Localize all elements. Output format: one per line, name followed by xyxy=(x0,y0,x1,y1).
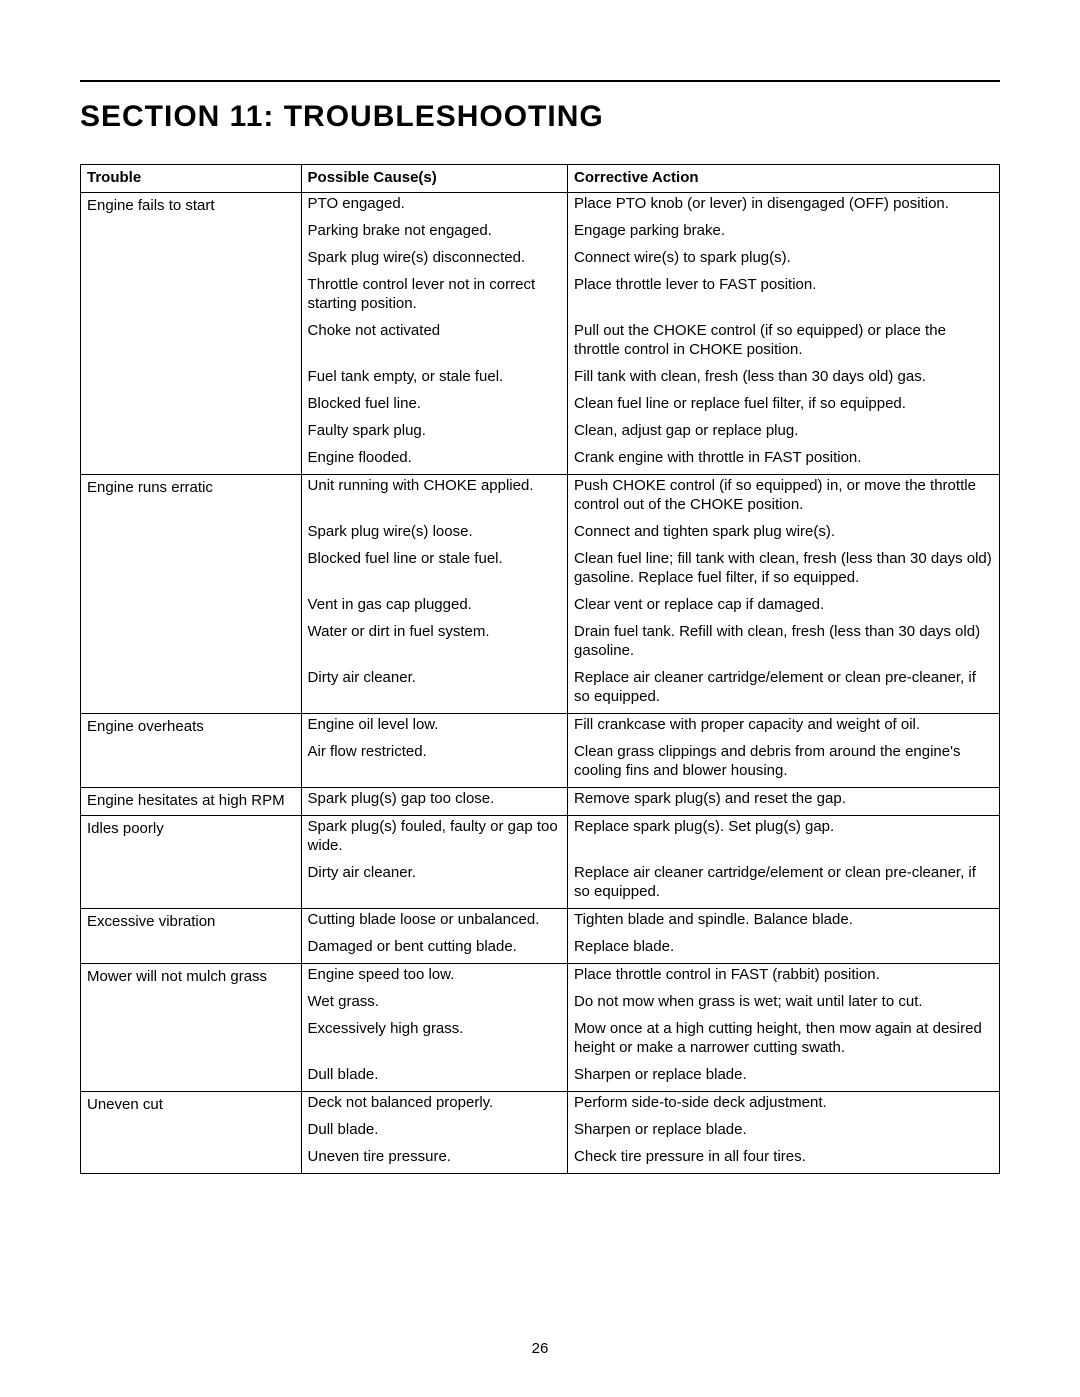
trouble-cell: Engine fails to start xyxy=(81,192,302,474)
action-text: Check tire pressure in all four tires. xyxy=(568,1146,999,1173)
action-text: Do not mow when grass is wet; wait until… xyxy=(568,991,999,1018)
action-text: Clean, adjust gap or replace plug. xyxy=(568,420,999,447)
action-text: Fill crankcase with proper capacity and … xyxy=(568,714,999,741)
action-cell: Place throttle control in FAST (rabbit) … xyxy=(568,963,1000,1091)
action-text: Connect and tighten spark plug wire(s). xyxy=(568,521,999,548)
cause-text: Dirty air cleaner. xyxy=(302,862,568,908)
action-text: Crank engine with throttle in FAST posit… xyxy=(568,447,999,474)
action-text: Perform side-to-side deck adjustment. xyxy=(568,1092,999,1119)
table-row: Engine runs erraticUnit running with CHO… xyxy=(81,474,1000,713)
table-row: Idles poorlySpark plug(s) fouled, faulty… xyxy=(81,815,1000,908)
page-number: 26 xyxy=(0,1340,1080,1357)
action-text: Clean grass clippings and debris from ar… xyxy=(568,741,999,787)
header-trouble: Trouble xyxy=(81,165,302,193)
cause-text: Dull blade. xyxy=(302,1119,568,1146)
action-text: Fill tank with clean, fresh (less than 3… xyxy=(568,366,999,393)
table-row: Excessive vibrationCutting blade loose o… xyxy=(81,908,1000,963)
page: SECTION 11: TROUBLESHOOTING Trouble Poss… xyxy=(0,0,1080,1397)
trouble-cell: Idles poorly xyxy=(81,815,302,908)
cause-cell: Unit running with CHOKE applied.Spark pl… xyxy=(301,474,568,713)
top-rule xyxy=(80,80,1000,82)
cause-text: Wet grass. xyxy=(302,991,568,1018)
action-cell: Fill crankcase with proper capacity and … xyxy=(568,713,1000,787)
trouble-cell: Engine overheats xyxy=(81,713,302,787)
action-text: Replace air cleaner cartridge/element or… xyxy=(568,862,999,908)
action-text: Replace air cleaner cartridge/element or… xyxy=(568,667,999,713)
cause-text: Parking brake not engaged. xyxy=(302,220,568,247)
trouble-cell: Uneven cut xyxy=(81,1091,302,1173)
cause-text: Spark plug(s) fouled, faulty or gap too … xyxy=(302,816,568,862)
table-row: Mower will not mulch grassEngine speed t… xyxy=(81,963,1000,1091)
cause-text: Deck not balanced properly. xyxy=(302,1092,568,1119)
cause-text: Blocked fuel line or stale fuel. xyxy=(302,548,568,594)
cause-text: Engine oil level low. xyxy=(302,714,568,741)
cause-text: Faulty spark plug. xyxy=(302,420,568,447)
action-text: Remove spark plug(s) and reset the gap. xyxy=(568,788,999,815)
cause-text: Spark plug(s) gap too close. xyxy=(302,788,568,815)
action-text: Connect wire(s) to spark plug(s). xyxy=(568,247,999,274)
action-cell: Perform side-to-side deck adjustment.Sha… xyxy=(568,1091,1000,1173)
action-text: Sharpen or replace blade. xyxy=(568,1064,999,1091)
cause-text: Engine speed too low. xyxy=(302,964,568,991)
cause-text: Water or dirt in fuel system. xyxy=(302,621,568,667)
cause-text: Cutting blade loose or unbalanced. xyxy=(302,909,568,936)
trouble-cell: Engine runs erratic xyxy=(81,474,302,713)
troubleshooting-table: Trouble Possible Cause(s) Corrective Act… xyxy=(80,164,1000,1174)
cause-text: Spark plug wire(s) loose. xyxy=(302,521,568,548)
cause-text: Dull blade. xyxy=(302,1064,568,1091)
table-row: Engine overheatsEngine oil level low.Air… xyxy=(81,713,1000,787)
cause-text: Uneven tire pressure. xyxy=(302,1146,568,1173)
action-text: Mow once at a high cutting height, then … xyxy=(568,1018,999,1064)
cause-text: Fuel tank empty, or stale fuel. xyxy=(302,366,568,393)
cause-cell: PTO engaged.Parking brake not engaged.Sp… xyxy=(301,192,568,474)
cause-text: Unit running with CHOKE applied. xyxy=(302,475,568,521)
action-text: Replace blade. xyxy=(568,936,999,963)
action-text: Tighten blade and spindle. Balance blade… xyxy=(568,909,999,936)
action-text: Place PTO knob (or lever) in disengaged … xyxy=(568,193,999,220)
trouble-cell: Excessive vibration xyxy=(81,908,302,963)
cause-cell: Engine speed too low.Wet grass.Excessive… xyxy=(301,963,568,1091)
table-header-row: Trouble Possible Cause(s) Corrective Act… xyxy=(81,165,1000,193)
action-text: Clean fuel line or replace fuel filter, … xyxy=(568,393,999,420)
cause-text: PTO engaged. xyxy=(302,193,568,220)
action-text: Sharpen or replace blade. xyxy=(568,1119,999,1146)
cause-text: Engine flooded. xyxy=(302,447,568,474)
cause-text: Spark plug wire(s) disconnected. xyxy=(302,247,568,274)
cause-text: Air flow restricted. xyxy=(302,741,568,787)
action-text: Push CHOKE control (if so equipped) in, … xyxy=(568,475,999,521)
action-text: Place throttle control in FAST (rabbit) … xyxy=(568,964,999,991)
table-row: Engine hesitates at high RPMSpark plug(s… xyxy=(81,787,1000,815)
cause-text: Dirty air cleaner. xyxy=(302,667,568,713)
action-text: Clear vent or replace cap if damaged. xyxy=(568,594,999,621)
cause-cell: Engine oil level low.Air flow restricted… xyxy=(301,713,568,787)
cause-text: Throttle control lever not in correct st… xyxy=(302,274,568,320)
trouble-cell: Engine hesitates at high RPM xyxy=(81,787,302,815)
cause-text: Vent in gas cap plugged. xyxy=(302,594,568,621)
action-text: Drain fuel tank. Refill with clean, fres… xyxy=(568,621,999,667)
action-cell: Remove spark plug(s) and reset the gap. xyxy=(568,787,1000,815)
action-text: Replace spark plug(s). Set plug(s) gap. xyxy=(568,816,999,862)
cause-text: Damaged or bent cutting blade. xyxy=(302,936,568,963)
cause-text: Excessively high grass. xyxy=(302,1018,568,1064)
action-cell: Tighten blade and spindle. Balance blade… xyxy=(568,908,1000,963)
cause-text: Blocked fuel line. xyxy=(302,393,568,420)
table-row: Engine fails to startPTO engaged.Parking… xyxy=(81,192,1000,474)
trouble-cell: Mower will not mulch grass xyxy=(81,963,302,1091)
cause-cell: Deck not balanced properly.Dull blade.Un… xyxy=(301,1091,568,1173)
cause-text: Choke not activated xyxy=(302,320,568,366)
action-text: Clean fuel line; fill tank with clean, f… xyxy=(568,548,999,594)
action-cell: Push CHOKE control (if so equipped) in, … xyxy=(568,474,1000,713)
action-cell: Place PTO knob (or lever) in disengaged … xyxy=(568,192,1000,474)
action-cell: Replace spark plug(s). Set plug(s) gap.R… xyxy=(568,815,1000,908)
action-text: Pull out the CHOKE control (if so equipp… xyxy=(568,320,999,366)
cause-cell: Spark plug(s) fouled, faulty or gap too … xyxy=(301,815,568,908)
table-row: Uneven cutDeck not balanced properly.Dul… xyxy=(81,1091,1000,1173)
action-text: Place throttle lever to FAST position. xyxy=(568,274,999,320)
cause-cell: Cutting blade loose or unbalanced.Damage… xyxy=(301,908,568,963)
section-title: SECTION 11: TROUBLESHOOTING xyxy=(80,100,1000,134)
header-action: Corrective Action xyxy=(568,165,1000,193)
cause-cell: Spark plug(s) gap too close. xyxy=(301,787,568,815)
action-text: Engage parking brake. xyxy=(568,220,999,247)
header-cause: Possible Cause(s) xyxy=(301,165,568,193)
